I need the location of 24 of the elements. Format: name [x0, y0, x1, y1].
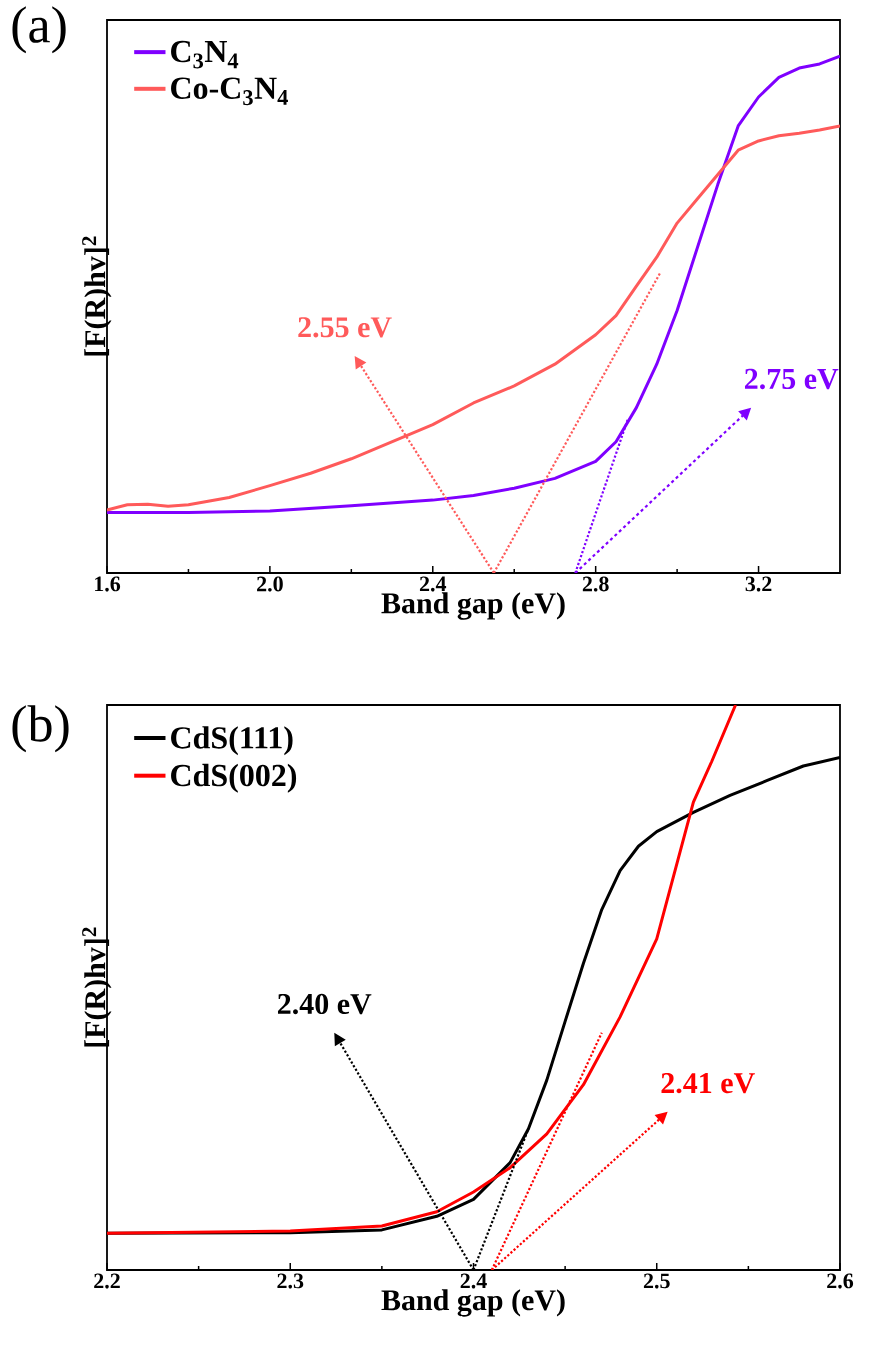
annotation: 2.41 eV [661, 1073, 755, 1094]
x-tick-label: 2.3 [277, 1273, 304, 1289]
x-tick-label: 2.5 [643, 1273, 670, 1289]
legend-label: CdS(002) [171, 763, 297, 793]
x-tick-label: 2.8 [582, 576, 609, 592]
y-axis-title: [F(R)hv]$^{2}$ [82, 927, 112, 1047]
x-axis-title: Band gap (eV) [381, 1289, 565, 1317]
x-tick-label: 3.2 [745, 576, 772, 592]
x-tick-label: 2.0 [257, 576, 283, 592]
x-axis-title: Band gap (eV) [381, 592, 565, 620]
legend-label: CdS(111) [171, 726, 293, 756]
y-axis-title: [F(R)hv]$^{2}$ [82, 236, 112, 356]
chart-title: (a) [12, 6, 66, 54]
x-tick-label: 1.6 [95, 576, 121, 592]
annotation: 2.75 eV [744, 368, 839, 390]
legend-label: C$_{3}$N$_{4}$ [171, 40, 239, 69]
annotation: 2.55 eV [298, 317, 392, 338]
x-tick-label: 2.6 [827, 1273, 854, 1289]
x-tick-label: 2.2 [94, 1273, 120, 1289]
legend-label: Co-C$_{3}$N$_{4}$ [171, 77, 288, 106]
chart-title: (b) [12, 705, 69, 753]
x-tick-label: 2.4 [419, 576, 447, 592]
annotation: 2.40 eV [277, 993, 372, 1015]
x-tick-label: 2.4 [460, 1273, 487, 1289]
